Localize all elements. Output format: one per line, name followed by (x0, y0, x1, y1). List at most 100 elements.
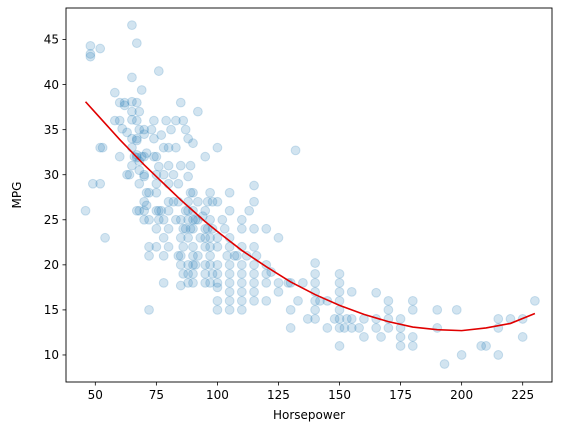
data-point (185, 187, 196, 198)
y-tick-label: 10 (44, 348, 59, 362)
plot-frame (65, 7, 553, 383)
regression-line-layer (84, 101, 536, 332)
data-point (205, 214, 215, 225)
data-point (249, 223, 259, 234)
data-point (131, 38, 142, 49)
data-point (293, 295, 303, 306)
data-point (144, 214, 154, 225)
data-point (131, 115, 142, 126)
data-point (85, 51, 96, 62)
data-point (163, 178, 174, 189)
data-point (151, 241, 162, 252)
data-point (136, 85, 147, 95)
data-point (376, 332, 386, 342)
data-point (144, 187, 154, 198)
data-point (212, 142, 223, 153)
data-point (139, 169, 150, 180)
data-point (322, 323, 333, 333)
data-point (493, 314, 504, 324)
data-point (207, 196, 218, 207)
x-tick-label: 125 (267, 388, 290, 402)
data-point (249, 295, 259, 306)
data-point (168, 169, 179, 180)
data-point (183, 268, 194, 279)
data-point (207, 268, 218, 279)
data-point (139, 214, 150, 225)
data-point (273, 232, 284, 243)
data-point (219, 223, 230, 234)
data-point (310, 295, 321, 306)
data-point (80, 205, 91, 216)
data-point (127, 72, 137, 83)
data-point (151, 178, 162, 189)
data-point (493, 350, 504, 360)
data-point (175, 97, 186, 108)
data-point (188, 223, 198, 234)
data-point (171, 115, 181, 126)
y-axis-ticks: 10 15 20 25 30 35 40 45 (44, 33, 66, 362)
data-point (188, 187, 198, 198)
data-point (334, 314, 345, 324)
data-point (178, 268, 189, 279)
data-point (168, 196, 179, 207)
data-point (236, 286, 247, 297)
data-point (156, 205, 167, 216)
data-point (383, 323, 394, 333)
data-point (122, 169, 132, 180)
data-point (171, 142, 181, 153)
data-point (456, 350, 467, 360)
data-point (151, 187, 162, 198)
data-point (141, 200, 152, 211)
data-point (127, 133, 137, 144)
data-point (224, 268, 235, 279)
data-point (183, 232, 194, 243)
data-point (146, 124, 157, 135)
data-point (346, 314, 357, 324)
data-point (163, 160, 174, 171)
data-point (183, 196, 194, 207)
data-point (329, 314, 340, 324)
data-point (407, 332, 418, 342)
data-point (134, 205, 145, 216)
data-point (185, 223, 196, 234)
data-point (481, 341, 491, 351)
data-point (131, 133, 142, 144)
data-point (175, 232, 186, 243)
data-point (117, 123, 128, 134)
y-tick-label: 40 (44, 78, 59, 92)
data-point (163, 223, 174, 234)
data-point (85, 40, 96, 51)
y-axis-label: MPG (10, 182, 24, 209)
data-point (432, 323, 443, 333)
data-point (200, 151, 211, 162)
data-point (297, 277, 308, 288)
data-point (310, 305, 321, 315)
data-point (383, 305, 394, 315)
data-point (134, 124, 145, 135)
data-point (192, 196, 203, 207)
data-point (395, 332, 406, 342)
data-point (205, 250, 215, 261)
data-point (212, 268, 223, 279)
data-point (134, 106, 145, 117)
data-point (95, 178, 106, 189)
data-point (205, 277, 215, 288)
data-point (114, 115, 125, 126)
data-point (249, 277, 259, 288)
data-point (183, 171, 194, 182)
data-point (144, 250, 154, 261)
data-point (180, 205, 191, 216)
data-point (127, 20, 137, 31)
data-point (383, 295, 394, 306)
data-point (236, 305, 247, 315)
data-point (129, 151, 140, 162)
data-point (149, 133, 159, 144)
data-point (224, 205, 235, 216)
data-point (119, 100, 130, 111)
data-point (310, 258, 321, 268)
data-point (139, 151, 150, 162)
data-point (139, 205, 150, 216)
data-point (290, 145, 301, 156)
data-point (232, 250, 242, 261)
